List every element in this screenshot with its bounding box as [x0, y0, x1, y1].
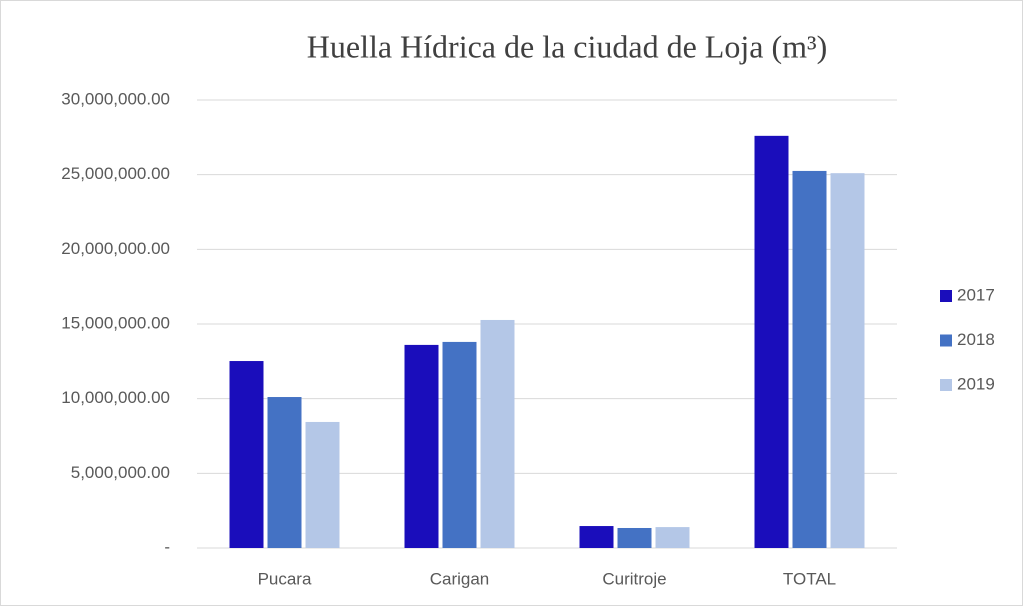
bar — [617, 527, 652, 548]
legend-label: 2018 — [957, 330, 995, 349]
bar — [579, 526, 614, 548]
y-tick-label: - — [164, 537, 170, 556]
bar — [655, 527, 690, 548]
y-tick-label: 5,000,000.00 — [71, 463, 170, 482]
legend-swatch — [940, 334, 952, 347]
bar — [267, 397, 302, 548]
legend-swatch — [940, 379, 952, 391]
x-tick-label: Curitroje — [602, 569, 666, 588]
legend-label: 2017 — [957, 285, 995, 304]
x-tick-label: TOTAL — [783, 569, 836, 588]
y-tick-label: 10,000,000.00 — [61, 388, 170, 407]
y-tick-label: 20,000,000.00 — [61, 239, 170, 258]
bar — [792, 170, 827, 548]
y-tick-label: 25,000,000.00 — [61, 164, 170, 183]
bar — [305, 421, 340, 548]
y-tick-label: 30,000,000.00 — [61, 89, 170, 108]
y-tick-label: 15,000,000.00 — [61, 313, 170, 332]
bar — [830, 173, 865, 548]
chart-title: Huella Hídrica de la ciudad de Loja (m³) — [307, 28, 827, 64]
legend-swatch — [940, 290, 952, 302]
bar — [754, 135, 789, 548]
bar — [404, 344, 439, 548]
bar — [229, 361, 264, 548]
x-tick-label: Carigan — [430, 569, 490, 588]
legend-label: 2019 — [957, 374, 995, 393]
bar — [442, 341, 477, 548]
x-tick-label: Pucara — [258, 569, 312, 588]
bar — [480, 319, 515, 548]
